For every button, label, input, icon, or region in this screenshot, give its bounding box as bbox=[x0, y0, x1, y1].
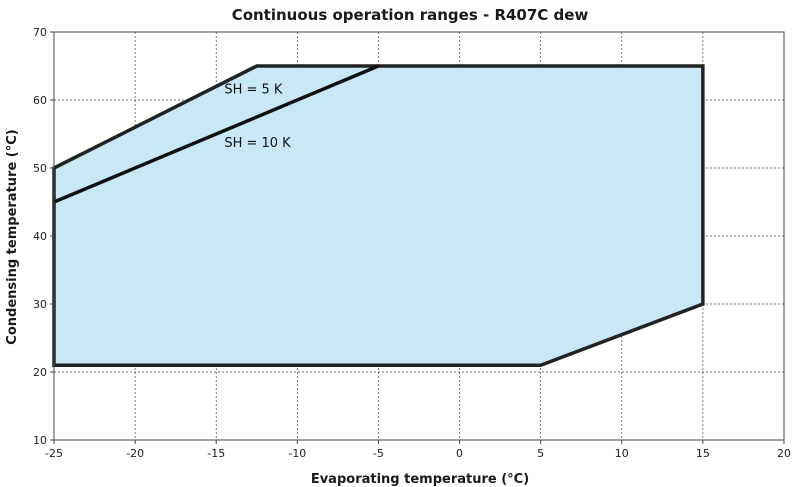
x-tick-label: 20 bbox=[777, 447, 791, 460]
x-tick-label: 15 bbox=[696, 447, 710, 460]
x-tick-label: -10 bbox=[288, 447, 306, 460]
y-tick-label: 50 bbox=[33, 162, 47, 175]
operating-envelope bbox=[52, 64, 705, 367]
superheat-boundary-line bbox=[53, 64, 380, 204]
x-axis-ticks: -25 -20 -15 -10 -5 0 5 10 15 20 bbox=[45, 440, 791, 460]
x-tick-label: -20 bbox=[126, 447, 144, 460]
x-tick-label: -5 bbox=[373, 447, 384, 460]
y-tick-label: 30 bbox=[33, 298, 47, 311]
y-tick-label: 40 bbox=[33, 230, 47, 243]
envelope-region bbox=[52, 64, 705, 367]
y-tick-label: 20 bbox=[33, 366, 47, 379]
chart-title: Continuous operation ranges - R407C dew bbox=[232, 6, 589, 24]
superheat-annotation: SH = 5 K bbox=[224, 82, 283, 97]
y-tick-label: 10 bbox=[33, 434, 47, 447]
x-tick-label: 5 bbox=[537, 447, 544, 460]
annotations: SH = 5 K SH = 10 K bbox=[224, 82, 291, 151]
y-axis-label: Condensing temperature (°C) bbox=[5, 129, 20, 344]
superheat-annotation: SH = 10 K bbox=[224, 136, 291, 151]
y-tick-label: 60 bbox=[33, 94, 47, 107]
x-tick-label: 10 bbox=[615, 447, 629, 460]
y-axis-ticks: 10 20 30 40 50 60 70 bbox=[33, 26, 54, 447]
superheat-lines bbox=[53, 64, 380, 204]
x-axis-label: Evaporating temperature (°C) bbox=[311, 472, 529, 487]
x-tick-label: 0 bbox=[456, 447, 463, 460]
y-tick-label: 70 bbox=[33, 26, 47, 39]
x-tick-label: -25 bbox=[45, 447, 63, 460]
x-tick-label: -15 bbox=[207, 447, 225, 460]
